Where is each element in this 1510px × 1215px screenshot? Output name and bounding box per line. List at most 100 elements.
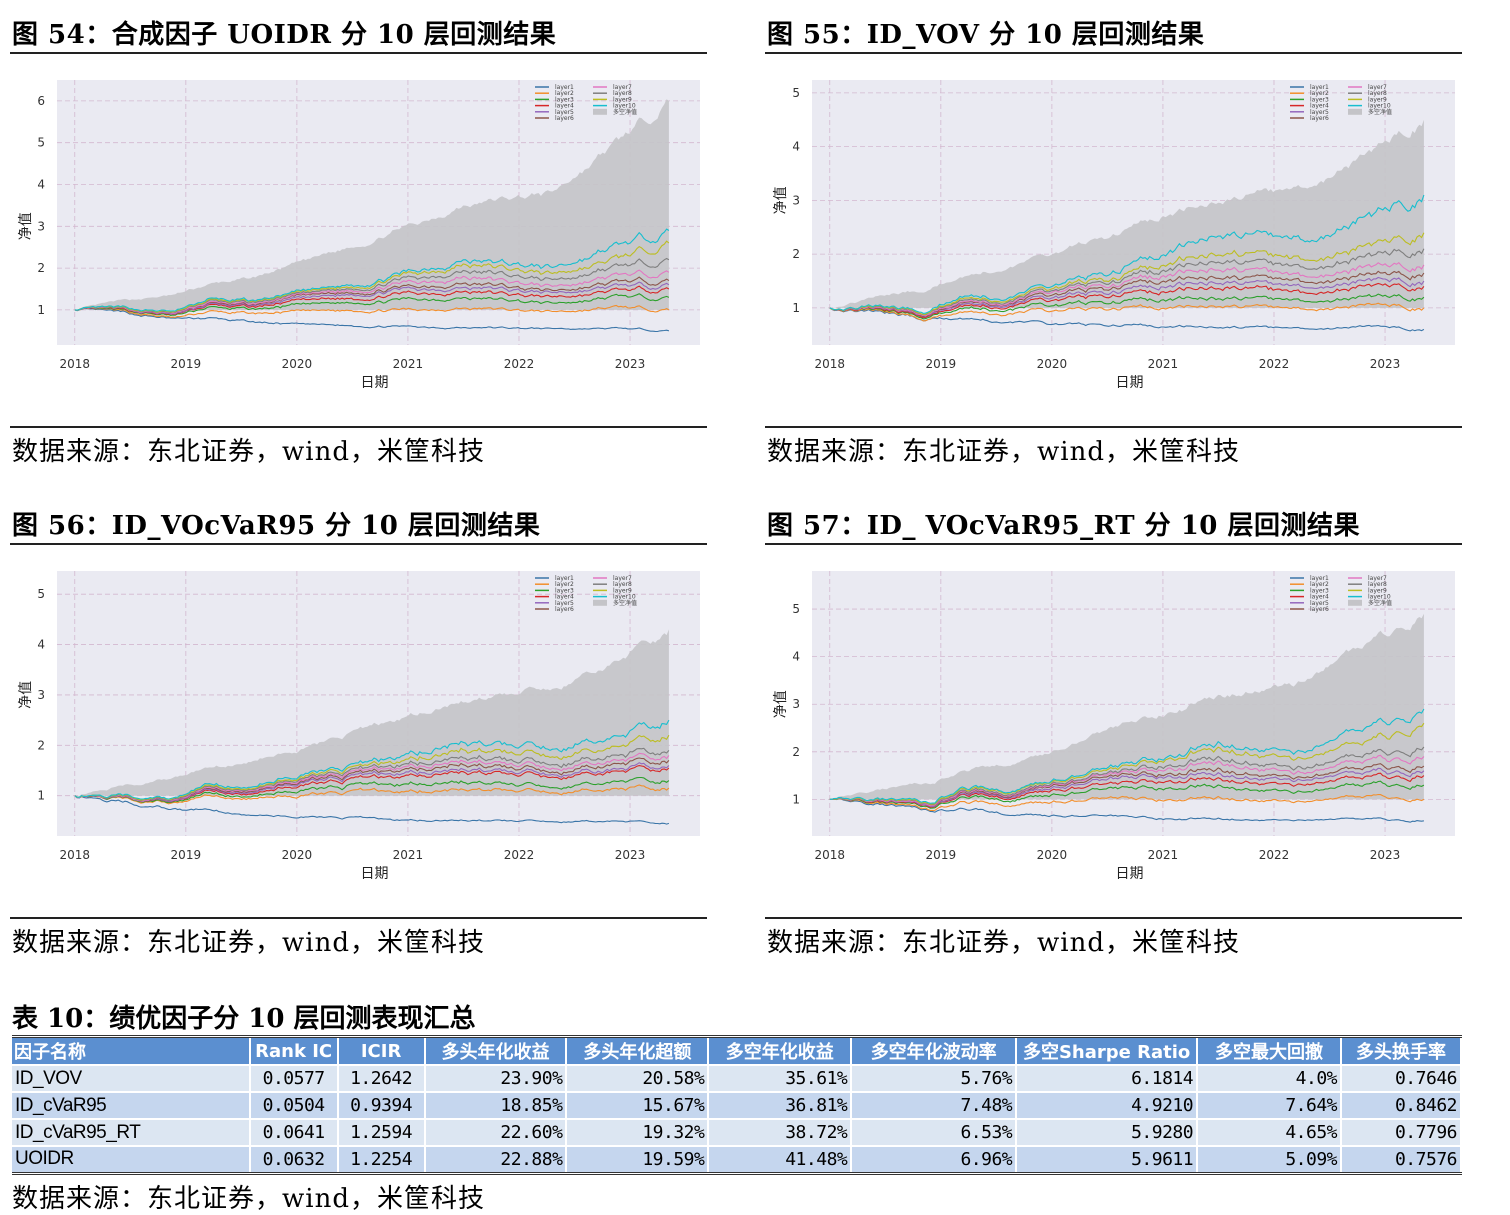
y-tick-label: 5 [37, 587, 45, 601]
legend-swatch [593, 599, 607, 606]
series-line-layer4 [829, 772, 1425, 808]
x-tick-label: 2019 [926, 848, 957, 862]
series-line-layer3 [829, 780, 1425, 809]
x-tick-label: 2021 [1148, 848, 1179, 862]
table-cell: 23.90% [424, 1064, 568, 1092]
x-tick-label: 2018 [59, 848, 90, 862]
figure-title: 图 56：ID_VOcVaR95 分 10 层回测结果 [12, 511, 541, 541]
y-tick-label: 2 [792, 247, 800, 261]
series-line-layer10 [74, 228, 670, 312]
x-tick-label: 2022 [504, 848, 535, 862]
legend-label: layer1 [1310, 575, 1329, 582]
legend-label: layer3 [555, 96, 574, 103]
legend-label: layer10 [1368, 594, 1391, 601]
legend-label: layer7 [1368, 84, 1387, 91]
y-tick-label: 3 [792, 697, 800, 711]
table-header-row: 因子名称 Rank IC ICIR 多头年化收益 多头年化超额 多空年化收益 多… [12, 1036, 1462, 1065]
legend-label: layer10 [1368, 103, 1391, 110]
table-cell: 4.0% [1197, 1064, 1342, 1092]
legend-label: layer9 [1368, 587, 1387, 594]
figure-title: 图 57：ID_ VOcVaR95_RT 分 10 层回测结果 [767, 511, 1360, 541]
divider [765, 426, 1462, 428]
series-line-layer2 [829, 302, 1425, 322]
column-header: 多空年化收益 [708, 1036, 853, 1065]
table-row: UOIDR 0.0632 1.2254 22.88% 19.59% 41.48% 6.96%… [12, 1145, 1462, 1173]
x-tick-label: 2022 [1259, 357, 1290, 371]
x-tick-label: 2023 [1370, 848, 1401, 862]
legend-label: layer5 [555, 109, 574, 116]
legend-label: layer3 [555, 587, 574, 594]
column-header: 多头年化超额 [566, 1036, 710, 1065]
table-cell: 4.9210 [1016, 1091, 1199, 1119]
table-cell: ID_cVaR95_RT [12, 1118, 251, 1146]
series-line-layer4 [829, 282, 1425, 319]
series-line-layer2 [829, 793, 1425, 811]
figure-55: 图 55：ID_VOV 分 10 层回测结果 1 2 3 4 5 2018 2019 2020… [765, 0, 1462, 467]
series-line-layer1 [74, 795, 670, 825]
series-line-layer2 [74, 304, 670, 318]
table-cell: 35.61% [708, 1064, 853, 1092]
legend-label: layer4 [1310, 594, 1329, 601]
legend-label: layer5 [555, 600, 574, 607]
x-tick-label: 2020 [1037, 848, 1068, 862]
y-tick-label: 1 [792, 792, 800, 806]
legend-label: layer7 [613, 575, 632, 582]
legend-label: layer8 [613, 581, 632, 588]
table-cell: 15.67% [566, 1091, 710, 1119]
table-cell: 0.0504 [249, 1091, 339, 1119]
series-line-layer9 [74, 240, 670, 313]
figure-56: 图 56：ID_VOcVaR95 分 10 层回测结果 1 2 3 4 5 2018 201… [10, 491, 707, 958]
column-header: ICIR [337, 1036, 426, 1065]
y-tick-label: 3 [37, 219, 45, 233]
x-axis-label: 日期 [361, 866, 389, 882]
chart: 1 2 3 4 5 6 2018 2019 2020 2021 2022 2023 日期 净值 layer1… [18, 80, 700, 391]
legend-label: layer1 [1310, 84, 1329, 91]
table-source-note: 数据来源：东北证券，wind，米筐科技 [12, 1184, 485, 1214]
y-tick-label: 5 [792, 86, 800, 100]
figure-54: 图 54：合成因子 UOIDR 分 10 层回测结果 1 2 3 4 5 6 2018 201… [10, 0, 707, 467]
legend-label: layer9 [613, 587, 632, 594]
divider [765, 917, 1462, 919]
legend-label: layer3 [1310, 587, 1329, 594]
series-line-layer5 [74, 281, 670, 315]
series-line-layer3 [829, 293, 1425, 320]
legend-swatch [1348, 108, 1362, 115]
legend-label: layer2 [1310, 581, 1329, 588]
x-tick-label: 2018 [814, 357, 845, 371]
y-tick-label: 3 [792, 193, 800, 207]
table-cell: 38.72% [708, 1118, 853, 1146]
x-axis-label: 日期 [1116, 866, 1144, 882]
y-tick-label: 1 [37, 789, 45, 803]
series-line-layer5 [74, 762, 670, 803]
source-note: 数据来源：东北证券，wind，米筐科技 [767, 437, 1240, 467]
legend-swatch [593, 108, 607, 115]
column-header: 多空年化波动率 [851, 1036, 1018, 1065]
y-tick-label: 1 [37, 303, 45, 317]
column-header: Rank IC [249, 1036, 339, 1065]
series-line-layer10 [74, 719, 670, 800]
table-cell: 20.58% [566, 1064, 710, 1092]
series-line-layer1 [829, 798, 1424, 823]
series-line-layer9 [829, 722, 1425, 805]
source-note: 数据来源：东北证券，wind，米筐科技 [12, 437, 485, 467]
table-cell: 5.9280 [1016, 1118, 1199, 1146]
legend-label: layer10 [613, 103, 636, 110]
x-tick-label: 2020 [282, 357, 313, 371]
legend-label: layer1 [555, 575, 574, 582]
series-line-layer10 [829, 708, 1425, 804]
y-tick-label: 4 [37, 638, 45, 652]
column-header: 多头年化收益 [424, 1036, 568, 1065]
table-cell: 41.48% [708, 1145, 853, 1173]
y-tick-label: 5 [792, 602, 800, 616]
series-line-layer6 [829, 270, 1425, 318]
y-tick-label: 2 [37, 261, 45, 275]
x-tick-label: 2019 [926, 357, 957, 371]
legend-label: 多空净值 [613, 108, 637, 116]
y-axis-label: 净值 [18, 212, 34, 240]
table-cell: 6.96% [851, 1145, 1018, 1173]
table-cell: 1.2642 [337, 1064, 426, 1092]
table-cell: UOIDR [12, 1145, 251, 1173]
